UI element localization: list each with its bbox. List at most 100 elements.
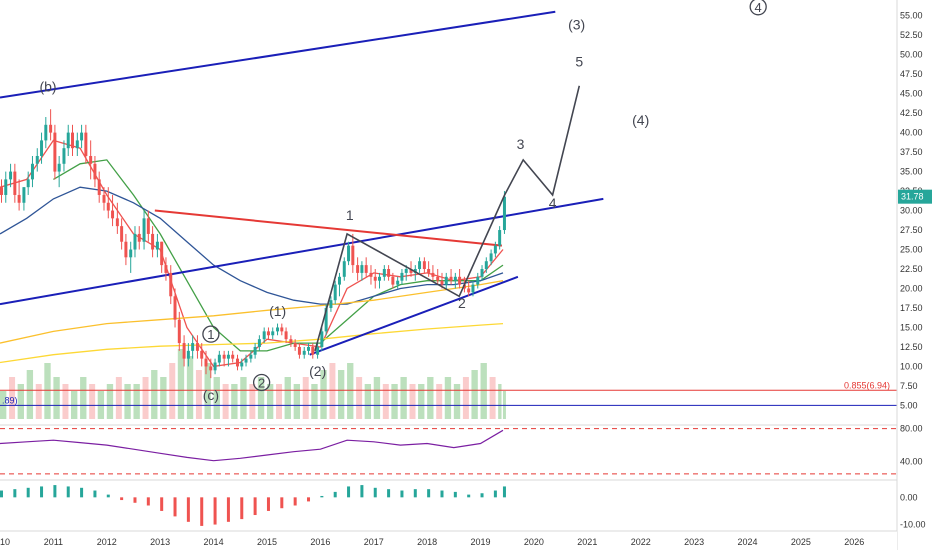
- candle-body: [84, 132, 88, 156]
- y-tick-label: 12.50: [900, 342, 923, 352]
- volume-bar: [80, 377, 87, 419]
- candle-body: [40, 140, 44, 156]
- candle-body: [137, 233, 141, 242]
- volume-bar: [364, 384, 372, 419]
- wave-circle-1: [202, 325, 220, 343]
- volume-bar: [302, 377, 309, 419]
- x-tick-label: 2020: [524, 537, 544, 547]
- wave-label: 5: [575, 53, 583, 69]
- rsi-tick-label: 40.00: [900, 457, 923, 467]
- y-tick-label: 15.00: [900, 322, 923, 332]
- candle-body: [249, 354, 253, 359]
- candle-body: [93, 163, 97, 180]
- candle-body: [146, 218, 150, 234]
- macd-bar: [360, 485, 364, 498]
- candle-body: [316, 346, 320, 355]
- candle-body: [396, 280, 400, 285]
- x-tick-label: 2017: [364, 537, 384, 547]
- volume-bar: [62, 384, 69, 419]
- wave-label: (4): [632, 112, 649, 128]
- candle-body: [120, 226, 124, 242]
- volume-bar: [9, 377, 16, 419]
- candle-body: [360, 265, 364, 273]
- volume-bar: [329, 363, 336, 419]
- candle-body: [502, 196, 506, 231]
- candle-body: [200, 350, 204, 359]
- volume-bar: [480, 363, 487, 419]
- candle-body: [444, 276, 448, 285]
- macd-bar: [226, 497, 230, 522]
- candle-body: [97, 179, 101, 195]
- volume-bar: [498, 384, 502, 419]
- volume-bar: [293, 384, 301, 419]
- price-axis[interactable]: [897, 0, 932, 550]
- macd-bar: [347, 486, 351, 498]
- y-tick-label: 50.00: [900, 50, 923, 60]
- candle-body: [302, 350, 306, 355]
- candle-body: [240, 362, 244, 367]
- wave-circle-4: [749, 0, 767, 16]
- macd-bar: [13, 489, 17, 498]
- candle-body: [160, 241, 164, 266]
- x-tick-label: 2018: [417, 537, 437, 547]
- ma-line-ma4: [0, 280, 504, 344]
- volume-bar: [213, 377, 220, 419]
- volume-bar: [35, 384, 42, 419]
- macd-bar: [467, 494, 471, 498]
- elliott-wave-path: [314, 85, 581, 352]
- volume-bar: [204, 363, 211, 419]
- level-label: 0.855(6.94): [844, 380, 890, 390]
- candle-body: [307, 346, 310, 351]
- macd-bar: [160, 497, 164, 511]
- macd-bar: [240, 497, 244, 520]
- x-tick-label: 2025: [791, 537, 811, 547]
- volume-bar: [142, 377, 149, 419]
- candles: [0, 109, 506, 379]
- candle-body: [342, 261, 346, 277]
- candle-body: [253, 346, 257, 355]
- volume-bar: [462, 377, 469, 419]
- trendline-support-wedge: [309, 275, 519, 356]
- candle-body: [262, 331, 266, 340]
- candle-body: [177, 319, 181, 344]
- volume-bar: [373, 377, 381, 419]
- candle-body: [115, 218, 119, 227]
- macd-bar: [146, 497, 150, 506]
- candle-body: [458, 276, 462, 285]
- ma-line-ma5: [0, 322, 504, 364]
- macd-bar: [440, 490, 444, 498]
- macd-tick-label: 0.00: [900, 492, 918, 502]
- candle-body: [164, 265, 168, 273]
- volume-bar: [266, 384, 274, 419]
- candle-body: [231, 354, 235, 359]
- macd-bar: [280, 497, 284, 509]
- x-tick-label: 2011: [44, 537, 63, 547]
- candle-body: [333, 284, 337, 301]
- candle-body: [226, 354, 230, 359]
- candle-body: [0, 187, 3, 195]
- ma-line-ma3: [0, 186, 504, 305]
- y-tick-label: 55.00: [900, 11, 923, 21]
- macd-bar: [480, 493, 484, 498]
- volume-bar: [347, 363, 354, 419]
- level-label: .89): [2, 395, 18, 405]
- volume-bar: [257, 377, 265, 419]
- candle-body: [280, 327, 284, 332]
- y-tick-label: 17.50: [900, 303, 923, 313]
- candle-body: [22, 187, 26, 203]
- time-axis[interactable]: [0, 531, 897, 550]
- volume-bar: [222, 384, 229, 419]
- volume-bar: [160, 377, 167, 419]
- y-tick-label: 20.00: [900, 283, 923, 293]
- candle-body: [173, 296, 177, 320]
- candle-body: [293, 343, 297, 347]
- candle-body: [484, 261, 488, 270]
- candle-body: [57, 163, 61, 172]
- volume-bar: [400, 377, 407, 419]
- volume-bar: [115, 377, 122, 419]
- candle-body: [30, 163, 34, 180]
- candle-body: [66, 132, 70, 149]
- x-tick-label: 2012: [97, 537, 117, 547]
